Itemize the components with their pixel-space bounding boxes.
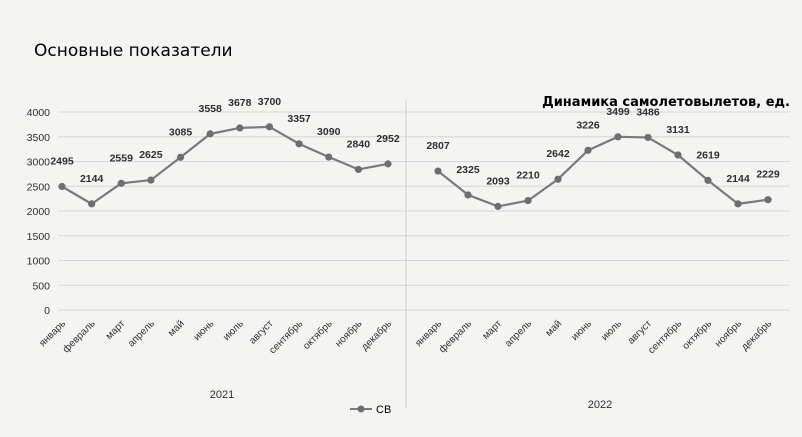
data-point	[764, 196, 772, 204]
y-tick-label: 3500	[27, 132, 51, 144]
data-point	[354, 165, 362, 174]
x-tick-label: июль	[221, 318, 246, 343]
x-tick-label: октябрь	[680, 318, 714, 352]
data-label: 2840	[347, 138, 371, 150]
x-tick-label: март	[481, 318, 505, 342]
data-point	[265, 123, 274, 131]
data-label: 2144	[726, 173, 750, 185]
data-label: 2210	[516, 170, 540, 182]
x-tick-label: август	[247, 318, 276, 347]
x-tick-label: февраль	[60, 318, 98, 356]
chart-subtitle: Динамика самолетовылетов, ед.	[542, 95, 790, 110]
data-label: 2619	[696, 149, 720, 161]
x-tick-label: октябрь	[301, 318, 335, 352]
y-tick-label: 500	[32, 280, 50, 292]
data-label: 2325	[456, 164, 480, 176]
data-point	[674, 151, 682, 159]
series-layer	[58, 123, 772, 210]
x-tick-label: май	[544, 318, 565, 339]
data-label: 3131	[666, 124, 690, 136]
x-tick-label: апрель	[126, 318, 157, 349]
gridlines	[58, 100, 790, 408]
data-label: 3226	[576, 119, 600, 131]
data-label: 3678	[228, 97, 252, 109]
data-point	[644, 133, 652, 142]
x-tick-label: декабрь	[359, 318, 394, 353]
x-tick-label: август	[626, 318, 655, 347]
y-tick-label: 3000	[27, 157, 51, 169]
data-label: 2807	[426, 140, 450, 152]
data-point	[384, 160, 392, 168]
data-label: 2229	[756, 169, 780, 181]
x-tick-label: февраль	[436, 318, 474, 356]
x-tick-label: апрель	[503, 318, 534, 349]
data-point	[58, 182, 66, 191]
y-axis: 0 500 1000 1500 2000 2500 3000 3500 4000	[27, 107, 51, 317]
legend-marker-icon	[357, 405, 365, 413]
x-tick-label: май	[166, 318, 187, 339]
x-tick-label: июль	[599, 318, 624, 343]
data-point	[88, 200, 96, 208]
legend-label: СВ	[376, 404, 391, 416]
data-label: 3090	[317, 126, 341, 138]
data-label: 3486	[636, 106, 660, 118]
data-point	[584, 146, 592, 154]
data-label: 3558	[199, 103, 223, 115]
data-point	[147, 176, 155, 184]
y-tick-label: 2000	[27, 206, 51, 218]
y-tick-label: 1500	[27, 231, 51, 243]
y-tick-label: 1000	[27, 256, 51, 268]
data-point	[614, 133, 622, 141]
data-label: 2952	[376, 133, 400, 145]
series-line-2021	[61, 125, 389, 205]
x-tick-label: июнь	[192, 318, 217, 343]
data-point	[464, 191, 472, 199]
x-tick-label: июнь	[569, 318, 594, 343]
data-point	[524, 197, 532, 205]
data-label: 2093	[486, 175, 510, 187]
x-tick-label: декабрь	[739, 318, 774, 353]
data-point	[494, 202, 502, 210]
legend: СВ	[350, 404, 391, 416]
data-label: 3357	[287, 113, 311, 125]
data-point	[554, 175, 562, 183]
chart-title: Основные показатели	[34, 41, 233, 61]
series-line-2022	[437, 135, 769, 208]
y-tick-label: 4000	[27, 107, 51, 119]
x-tick-label: март	[104, 318, 128, 342]
data-point	[434, 167, 442, 175]
data-point	[176, 153, 185, 161]
year-group-label: 2021	[210, 389, 234, 401]
data-point	[704, 176, 712, 184]
data-label: 3499	[606, 106, 630, 118]
data-point	[295, 140, 303, 148]
data-point	[325, 153, 333, 161]
y-tick-label: 2500	[27, 181, 51, 193]
data-label: 3700	[258, 96, 282, 108]
data-label: 2625	[139, 149, 163, 161]
data-label: 2559	[110, 152, 134, 164]
data-point	[236, 124, 244, 132]
data-point	[117, 179, 125, 187]
data-label: 2144	[80, 173, 104, 185]
data-label: 3085	[169, 126, 193, 138]
data-point	[206, 130, 214, 138]
data-label: 2642	[546, 148, 570, 160]
x-axis: 2495 2144 2559 2625 3085 3558 3678 3700 3357 3090…	[37, 96, 779, 411]
data-label: 2495	[50, 155, 74, 167]
data-point	[734, 200, 742, 208]
year-group-label: 2022	[588, 399, 612, 411]
y-tick-label: 0	[44, 305, 50, 317]
